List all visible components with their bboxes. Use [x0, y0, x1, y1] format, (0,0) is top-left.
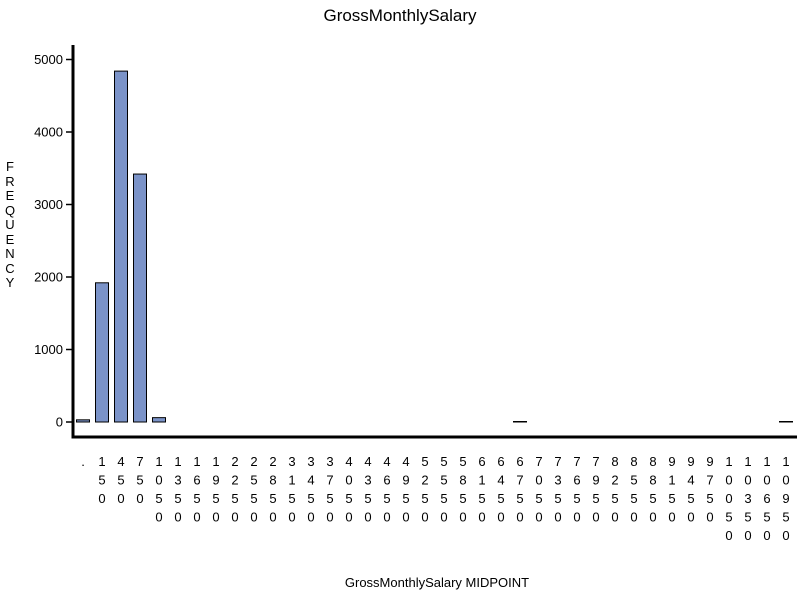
x-tick-label: .	[81, 454, 85, 469]
bar	[114, 70, 128, 423]
bars-group	[76, 70, 793, 423]
y-axis-label: FREQUENCY	[4, 159, 16, 290]
y-tick-label: 4000	[34, 125, 63, 140]
x-axis-label: GrossMonthlySalary MIDPOINT	[344, 575, 530, 590]
y-ticks-group: 0 1000 2000 3000 4000 5000	[34, 52, 73, 430]
bar	[76, 419, 90, 423]
y-tick-label: 3000	[34, 197, 63, 212]
chart-title: GrossMonthlySalary	[323, 6, 477, 25]
bar	[95, 282, 109, 423]
y-tick-label: 1000	[34, 342, 63, 357]
bar	[133, 173, 147, 423]
bar	[513, 421, 527, 423]
bar	[152, 417, 166, 423]
y-tick-label: 0	[56, 415, 63, 430]
bar	[779, 421, 793, 423]
x-ticks-group: . 1 5 0 4 5 0 7 5 0 1 0 5 0 1 3 5 0 1 6 5 0 1 9 5 0 2 2 5 0 2 5 5 0 2 8 5 0 3 1…	[81, 454, 789, 543]
y-tick-label: 5000	[34, 52, 63, 67]
y-tick-label: 2000	[34, 270, 63, 285]
